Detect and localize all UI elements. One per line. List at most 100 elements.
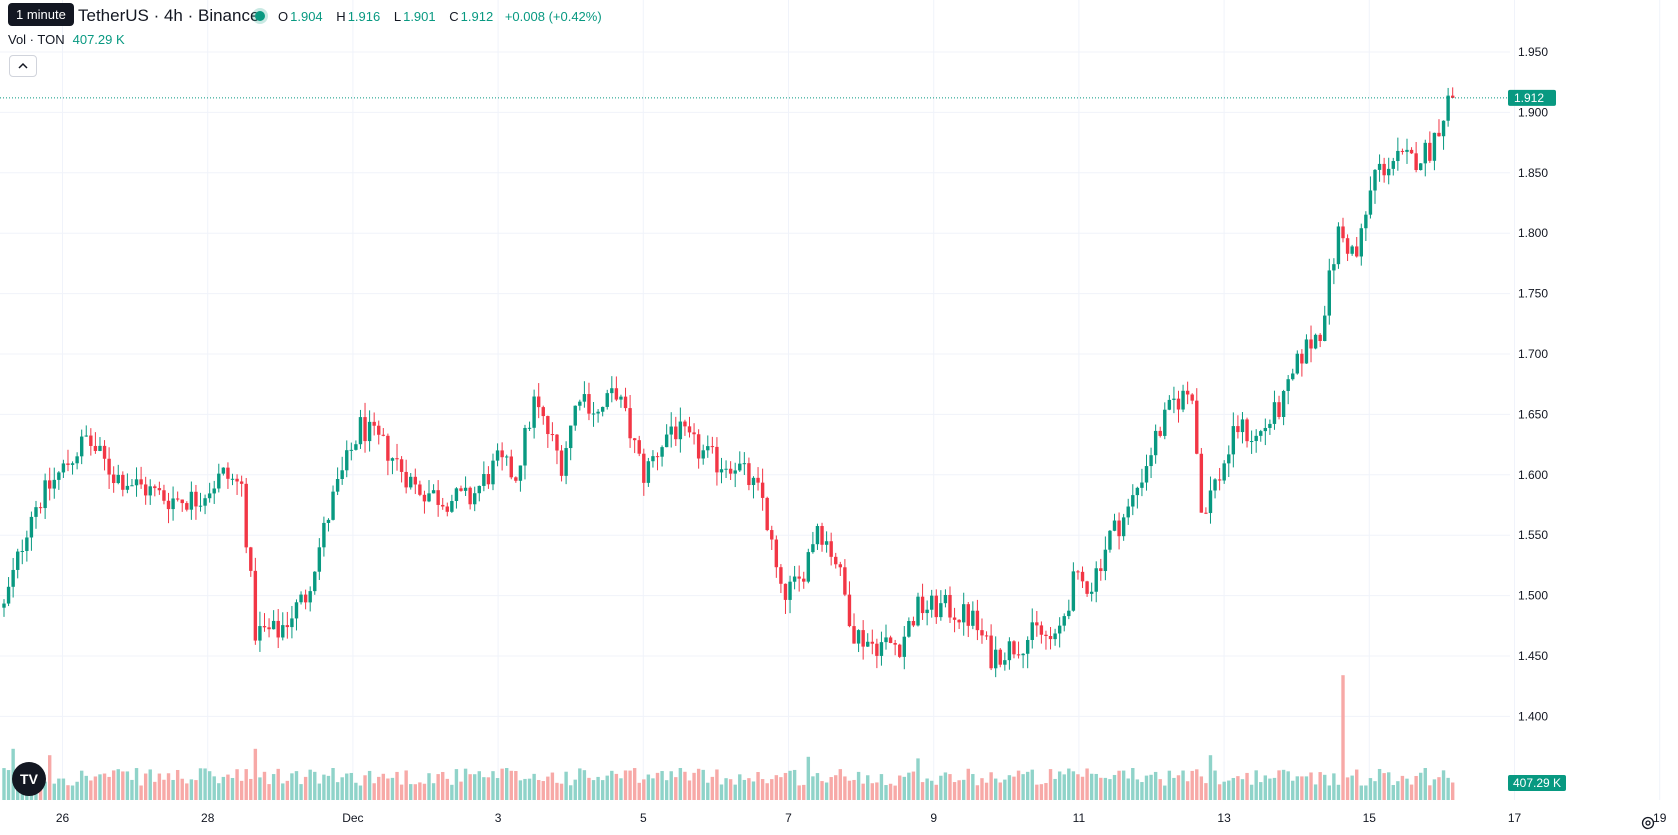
volume-bar — [93, 776, 98, 800]
last-price-value: 1.912 — [1514, 91, 1544, 105]
volume-bar — [1062, 774, 1066, 800]
candle-body — [1231, 426, 1236, 455]
volume-bar — [939, 775, 943, 800]
candle-body — [632, 438, 637, 441]
volume-bar — [175, 769, 180, 800]
volume-bar — [1158, 779, 1162, 800]
last-volume-tag — [1508, 775, 1566, 791]
candle-body — [431, 490, 436, 494]
volume-bar — [239, 780, 244, 800]
volume-bar — [372, 783, 376, 800]
collapse-legend-button[interactable] — [9, 55, 37, 77]
candle-body — [322, 522, 326, 548]
candle-body — [500, 450, 504, 458]
candle-body — [1286, 379, 1290, 392]
volume-bar — [1268, 778, 1272, 800]
volume-bar — [678, 768, 683, 800]
volume-bar — [495, 778, 500, 800]
volume-bar — [98, 774, 102, 800]
candle-body — [555, 434, 559, 451]
market-status-indicator[interactable] — [255, 11, 265, 21]
volume-bar — [1167, 770, 1172, 800]
volume-bar — [984, 782, 989, 800]
volume-bar — [52, 783, 56, 800]
candle-body — [546, 416, 550, 435]
candle-body — [541, 407, 545, 417]
volume-bar — [651, 778, 655, 800]
volume-bar — [866, 775, 870, 800]
candle-body — [532, 396, 536, 428]
volume-bar — [121, 771, 125, 800]
volume-bar — [249, 778, 253, 800]
volume-bar — [290, 773, 294, 800]
volume-bar — [258, 777, 262, 800]
candle-body — [696, 434, 701, 459]
volume-bar — [957, 780, 961, 800]
volume-bar — [1405, 778, 1409, 800]
candle-body — [372, 421, 376, 426]
candle-body — [1291, 373, 1295, 380]
close-value: 1.912 — [460, 9, 494, 24]
candle-body — [852, 626, 856, 644]
volume-bar — [139, 785, 143, 800]
candle-body — [1423, 142, 1427, 164]
volume-bar — [1103, 777, 1108, 800]
volume-bar — [354, 782, 358, 800]
volume-bar — [861, 783, 865, 800]
symbol-title[interactable]: TetherUS · 4h · Binance — [78, 6, 260, 25]
candle-body — [1213, 479, 1217, 491]
candle-body — [911, 620, 916, 626]
y-tick-label: 1.400 — [1518, 709, 1548, 723]
volume-bar — [349, 772, 354, 800]
volume-bar — [1281, 769, 1286, 800]
candle-body — [1007, 641, 1012, 661]
candle-body — [1172, 398, 1176, 400]
candle-body — [1135, 487, 1140, 496]
candle-body — [157, 488, 162, 491]
volume-bar — [756, 772, 760, 800]
gear-icon[interactable] — [1640, 815, 1656, 835]
candle-body — [1126, 506, 1130, 518]
volume-bar — [760, 779, 765, 800]
candle-body — [568, 425, 573, 449]
candle-body — [834, 556, 838, 565]
candle-body — [1195, 400, 1199, 454]
volume-bar — [1053, 778, 1057, 800]
tradingview-logo[interactable]: TV — [12, 762, 46, 796]
candle-body — [843, 567, 847, 595]
volume-bar — [399, 784, 404, 800]
volume-bar — [413, 784, 417, 800]
y-tick-label: 1.950 — [1518, 45, 1548, 59]
volume-bar — [952, 782, 957, 800]
candle-body — [724, 468, 728, 470]
volume-bar — [157, 773, 162, 800]
volume-bar — [153, 781, 157, 800]
volume-bar — [70, 785, 75, 800]
volume-bar — [143, 773, 148, 800]
candle-body — [413, 476, 417, 485]
volume-bar — [1044, 783, 1048, 800]
volume-bar — [536, 780, 541, 800]
candle-body — [710, 446, 715, 448]
volume-bar — [1099, 777, 1103, 800]
candle-body — [230, 478, 235, 480]
candle-body — [619, 396, 623, 400]
volume-legend[interactable]: Vol · TON 407.29 K — [8, 32, 125, 47]
candle-body — [1391, 161, 1395, 169]
candle-body — [1400, 150, 1405, 152]
volume-bar — [148, 769, 152, 800]
volume-bar — [1446, 777, 1450, 800]
candle-body — [774, 539, 779, 568]
candle-body — [1108, 530, 1112, 550]
volume-bar — [911, 771, 916, 800]
volume-bar — [719, 784, 724, 800]
candle-body — [770, 530, 774, 540]
volume-bar — [660, 771, 664, 800]
candle-body — [84, 435, 88, 437]
candle-body — [1094, 568, 1098, 592]
candle-body — [1199, 453, 1204, 513]
candle-body — [1428, 142, 1432, 161]
volume-bar — [619, 778, 623, 800]
